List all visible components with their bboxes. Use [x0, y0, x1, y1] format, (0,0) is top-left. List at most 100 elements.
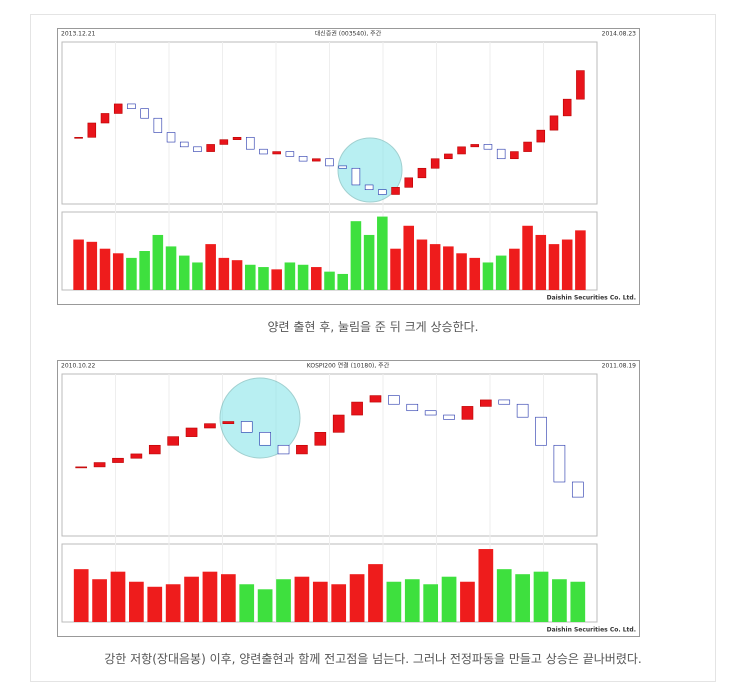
candle — [404, 177, 413, 188]
candle — [461, 406, 474, 420]
candle — [222, 421, 235, 424]
candle — [179, 141, 189, 148]
volume-bar — [99, 248, 111, 290]
candle — [113, 103, 123, 114]
volume-bar — [509, 248, 520, 290]
volume-bar — [368, 564, 383, 622]
volume-bar — [349, 574, 365, 622]
candle — [166, 132, 176, 143]
volume-bar — [443, 246, 454, 290]
volume-bar — [377, 216, 388, 290]
candle — [314, 432, 327, 446]
candle — [204, 423, 216, 429]
volume-bar — [110, 571, 126, 622]
candle — [193, 146, 202, 152]
volume-bar — [112, 253, 124, 290]
volume-bar — [184, 576, 199, 622]
volume-bar — [423, 584, 439, 622]
candle — [496, 148, 506, 160]
candle — [298, 156, 308, 162]
chart-image: 2013.12.21 대신증권 (003540), 주간 2014.08.23 Dai… — [57, 28, 640, 305]
candle — [483, 144, 493, 150]
volume-bar — [495, 255, 507, 290]
candle — [74, 136, 83, 139]
volume-bar — [165, 246, 177, 290]
candle — [93, 462, 106, 468]
volume-bar — [429, 244, 441, 290]
volume-bar — [73, 239, 84, 290]
candle — [388, 395, 400, 405]
volume-bar — [284, 262, 296, 290]
volume-bar — [363, 234, 375, 290]
candle — [369, 395, 382, 403]
volume-bar — [129, 581, 144, 622]
volume-bar — [178, 255, 190, 290]
highlight-circle — [219, 377, 301, 459]
candle — [498, 399, 511, 405]
volume-bar — [239, 584, 255, 622]
volume-bar — [482, 262, 494, 290]
volume-bar — [126, 257, 137, 290]
candle — [424, 410, 437, 416]
chart-title: 대신증권 (003540), 주간 — [315, 30, 382, 38]
candle — [246, 136, 255, 150]
volume-bar — [478, 549, 494, 622]
footer: Daishin Securities Co. Ltd. — [547, 295, 636, 302]
volume-bar — [386, 581, 402, 622]
volume-bar — [139, 251, 150, 290]
volume-bar — [496, 569, 512, 622]
candle — [240, 421, 253, 433]
volume-bar — [73, 569, 89, 622]
candle — [351, 167, 361, 186]
candle — [100, 113, 110, 124]
candle — [206, 144, 215, 152]
candle — [378, 189, 387, 195]
candle — [571, 481, 584, 498]
volume-bar — [220, 574, 236, 622]
candle — [167, 436, 179, 446]
volume-bar — [312, 581, 328, 622]
candle — [536, 129, 546, 143]
caption: 양련 출현 후, 눌림을 준 뒤 크게 상승한다. — [267, 320, 479, 334]
volume-bar — [218, 257, 230, 290]
candle — [523, 141, 532, 152]
candle — [549, 115, 559, 131]
volume-bar — [147, 586, 163, 622]
volume-bar — [575, 230, 586, 290]
highlight-circle — [337, 137, 403, 203]
candle — [272, 151, 281, 155]
volume-bar — [311, 267, 322, 290]
candle — [153, 117, 163, 133]
volume-bar — [522, 225, 533, 290]
candle — [127, 103, 136, 110]
candle — [87, 122, 97, 138]
candle — [219, 139, 229, 145]
candle — [406, 403, 419, 412]
volume-bar — [533, 571, 549, 622]
volume-bar — [561, 239, 573, 290]
volume-bar — [331, 584, 347, 622]
volume-bar — [294, 576, 310, 622]
candle — [417, 167, 427, 179]
volume-bar — [404, 579, 420, 622]
volume-bar — [165, 584, 181, 622]
volume-bar — [460, 581, 475, 622]
volume-bar — [390, 248, 401, 290]
candle — [75, 466, 88, 469]
volume-bar — [152, 234, 164, 290]
volume-bar — [257, 589, 273, 622]
volume-bar — [297, 264, 309, 290]
volume-bar — [244, 264, 256, 290]
volume-bar — [552, 579, 567, 622]
candle — [277, 444, 290, 455]
candle — [510, 151, 519, 160]
candle — [364, 184, 374, 191]
chart-title: KOSPI200 연결 (10180), 주간 — [307, 362, 390, 370]
volume-bar — [202, 571, 218, 622]
right-date: 2014.08.23 — [602, 31, 637, 38]
candle — [576, 70, 585, 100]
candle — [148, 444, 161, 455]
candle — [296, 444, 308, 455]
volume-bar — [403, 225, 415, 290]
